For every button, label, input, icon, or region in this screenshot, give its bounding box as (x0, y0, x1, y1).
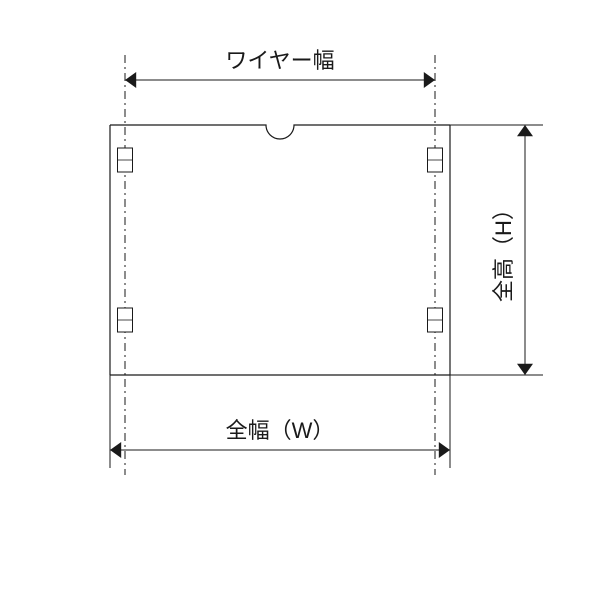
label-total-width: 全幅（W） (226, 418, 335, 443)
diagram-canvas: ワイヤー幅全幅（W） 全高（H） (0, 0, 600, 600)
technical-drawing-svg: ワイヤー幅全幅（W） 全高（H） (0, 0, 600, 600)
label-total-height: 全高（H） (491, 198, 516, 302)
label-wire-width: ワイヤー幅 (225, 48, 334, 73)
